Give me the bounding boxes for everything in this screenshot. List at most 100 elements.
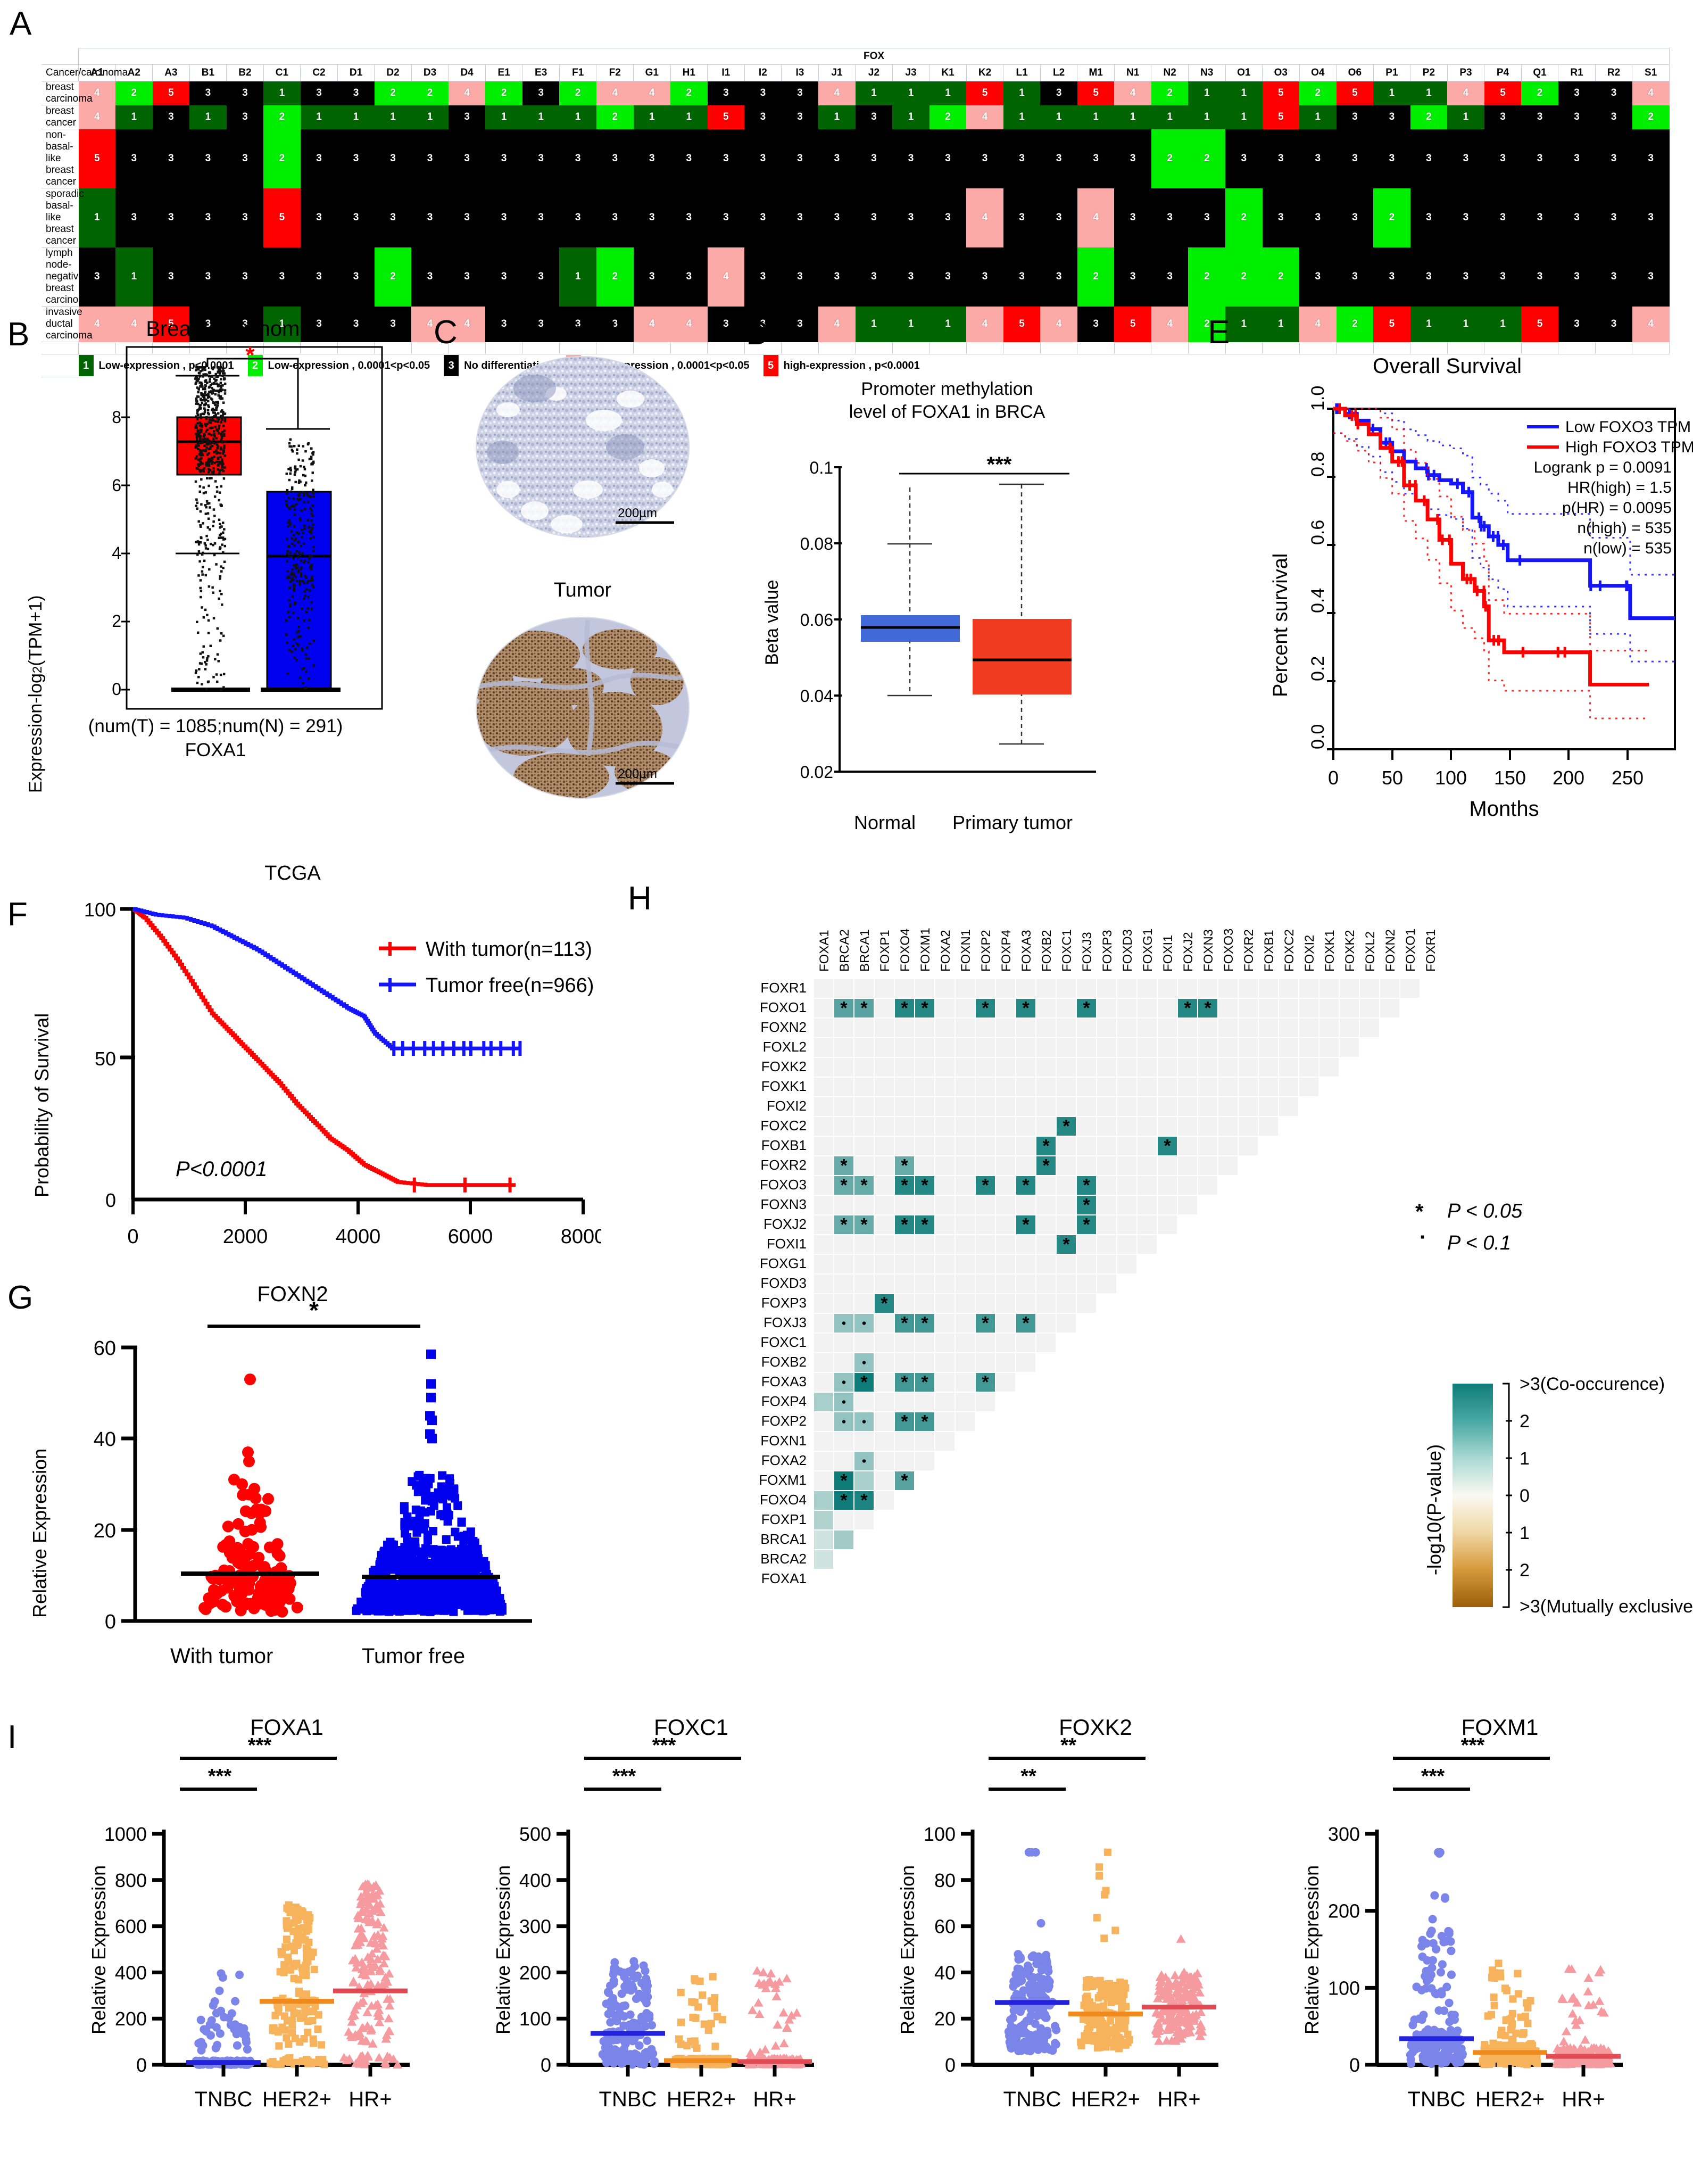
expression-cell: 3 [1558, 247, 1596, 307]
expression-cell: 4 [78, 105, 116, 129]
expression-cell: 2 [596, 105, 634, 129]
expression-cell: 3 [670, 129, 708, 188]
svg-text:0: 0 [105, 1189, 116, 1211]
heatmap-cell [834, 1019, 853, 1037]
heatmap-cell [996, 1137, 1015, 1155]
expression-cell: 1 [559, 247, 596, 307]
heatmap-star: * [921, 1412, 928, 1432]
expression-cell: 3 [1040, 188, 1077, 247]
heatmap-cell [895, 1471, 914, 1490]
expression-cell: 2 [485, 81, 522, 105]
expression-cell: 3 [1262, 129, 1300, 188]
heatmap-cell [1117, 1019, 1136, 1037]
expression-cell: 3 [670, 188, 708, 247]
expression-cell: 1 [855, 306, 893, 342]
heatmap-cell [956, 1215, 975, 1234]
heatmap-cell [834, 979, 853, 998]
expression-cell: 3 [1336, 129, 1374, 188]
heatmap-cell [1097, 1058, 1116, 1077]
heatmap-cell [915, 1137, 934, 1155]
expression-cell: 1 [263, 81, 301, 105]
heatmap-cell [854, 1097, 874, 1116]
panel-b-title: Breast carcinoma [146, 317, 312, 341]
heatmap-cell [854, 1491, 874, 1510]
heatmap-star: * [901, 998, 908, 1019]
expression-cell: 1 [1410, 306, 1448, 342]
expression-cell: 3 [670, 247, 708, 307]
panel-f-legend-tumorfree: Tumor free(n=966) [426, 974, 594, 997]
heatmap-cell [814, 1432, 833, 1451]
expression-cell: 1 [1225, 306, 1263, 342]
heatmap-cell [875, 1432, 894, 1451]
expression-cell: 3 [1595, 129, 1632, 188]
heatmap-dot [842, 1380, 846, 1384]
heatmap-cell [915, 1156, 934, 1175]
heatmap-cell [935, 1137, 955, 1155]
svg-text:0: 0 [127, 1226, 138, 1248]
heatmap-cell [814, 1511, 833, 1529]
heatmap-cell [1158, 979, 1177, 998]
table-blank-row [42, 342, 1670, 354]
panel-c-normal-title: Normal [550, 319, 616, 342]
expression-cell: 3 [744, 81, 782, 105]
heatmap-cell [895, 1393, 914, 1411]
fox-col-header: N3 [1188, 64, 1226, 81]
heatmap-cell [854, 1255, 874, 1273]
panel-f-plot: 100 50 0 0 2000 4000 6000 8000 P<0.0001 With … [84, 899, 601, 1248]
expression-cell: 2 [263, 105, 301, 129]
expression-cell: 3 [226, 105, 264, 129]
heatmap-cell [1117, 1117, 1136, 1136]
heatmap-cell [854, 1176, 874, 1195]
heatmap-cell [1158, 1176, 1177, 1195]
expression-cell: 2 [1336, 306, 1374, 342]
heatmap-star: * [1083, 998, 1090, 1019]
expression-cell: 3 [522, 129, 560, 188]
svg-text:8000: 8000 [561, 1226, 601, 1248]
expression-cell: 3 [929, 129, 967, 188]
heatmap-cell [1319, 1058, 1339, 1077]
fox-col-header: P3 [1447, 64, 1485, 81]
heatmap-cell [1279, 1038, 1298, 1057]
svg-text:0.1: 0.1 [810, 458, 833, 477]
expression-cell: 3 [1484, 188, 1522, 247]
heatmap-row-label: FOXP2 [761, 1413, 807, 1429]
expression-cell: 1 [1077, 105, 1115, 129]
heatmap-cell [935, 1255, 955, 1273]
heatmap-cell [1057, 1215, 1076, 1234]
heatmap-cell [956, 1412, 975, 1431]
panel-i-ytick: 300 [519, 1916, 551, 1938]
heatmap-row-label: FOXP4 [761, 1393, 807, 1409]
heatmap-cell [1239, 1117, 1258, 1136]
heatmap-col-label: FOXO4 [898, 929, 912, 972]
heatmap-cell [854, 1235, 874, 1254]
panel-h-colorbar-label: -log10(P-value) [1423, 1444, 1445, 1575]
heatmap-cell [895, 1176, 914, 1195]
heatmap-cell [996, 1275, 1015, 1293]
expression-cell: 3 [300, 188, 338, 247]
heatmap-cell [1117, 1137, 1136, 1155]
heatmap-cell [996, 1373, 1015, 1392]
expression-cell: 3 [300, 306, 338, 342]
heatmap-cell [976, 1097, 995, 1116]
heatmap-cell [976, 1196, 995, 1214]
fox-col-header: D2 [374, 64, 412, 81]
heatmap-col-label: FOXP1 [878, 930, 892, 972]
heatmap-cell [814, 1353, 833, 1372]
fox-col-header: S1 [1632, 64, 1670, 81]
heatmap-col-label: FOXA1 [817, 930, 832, 972]
expression-cell: 3 [189, 188, 227, 247]
panel-b-xlabel: FOXA1 [185, 740, 246, 760]
expression-cell: 3 [1558, 129, 1596, 188]
heatmap-cell [1016, 1275, 1035, 1293]
heatmap-cell [1279, 1019, 1298, 1037]
heatmap-cell [935, 1038, 955, 1057]
heatmap-cell [956, 999, 975, 1017]
heatmap-row-label: FOXN2 [760, 1019, 807, 1035]
heatmap-cell [834, 999, 853, 1017]
svg-text:0.06: 0.06 [800, 610, 833, 630]
heatmap-cell [935, 1412, 955, 1431]
heatmap-col-label: FOXA2 [939, 930, 953, 972]
cancer-column-header: Cancer/carcinoma [42, 64, 128, 81]
expression-cell: 1 [670, 105, 708, 129]
heatmap-cell [1218, 1117, 1238, 1136]
